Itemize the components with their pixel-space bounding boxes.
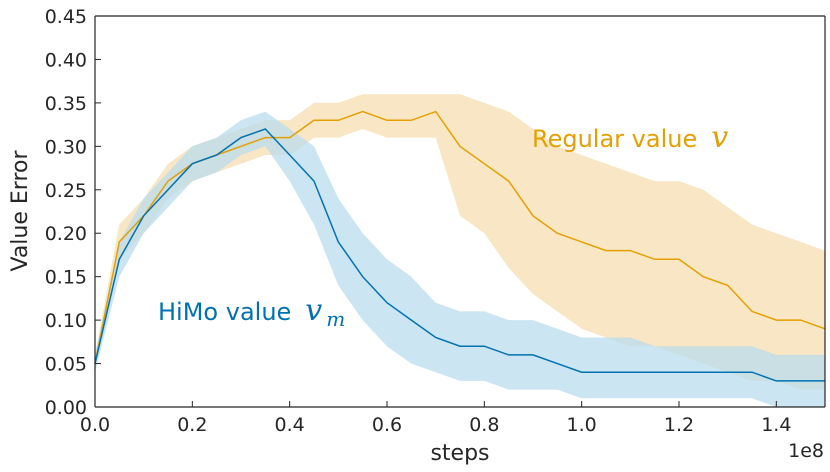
series-label-regular: Regular value v [532,120,728,155]
y-ticks: 0.00 0.05 0.10 0.15 0.20 0.25 0.30 0.35 0.40 0.45 [45,6,101,419]
series-label-himo-text: HiMo value [158,298,291,326]
x-axis-label: steps [430,441,489,466]
x-tick-label: 0.8 [469,414,499,436]
series-label-regular-text: Regular value [532,125,697,153]
plot-frame [94,15,826,408]
confidence-bands [95,94,825,407]
x-tick-label: 1.0 [567,414,597,436]
x-tick-label: 1.2 [664,414,694,436]
series-label-regular-symbol: v [711,120,728,155]
x-tick-label: 0.4 [275,414,305,436]
series-label-himo: HiMo value v m [158,293,345,331]
y-tick-label: 0.40 [45,49,87,71]
y-tick-label: 0.35 [45,93,87,115]
line-himo [94,128,825,382]
x-ticks: 0.0 0.2 0.4 0.6 0.8 1.0 1.2 1.4 [80,401,791,436]
x-tick-label: 0.2 [177,414,207,436]
x-tick-label: 0.6 [372,414,402,436]
x-tick-label: 1.4 [761,414,791,436]
series-lines [94,110,826,382]
band-regular [95,94,825,390]
svg-text:HiMo value v m: HiMo value v m [158,293,345,331]
y-tick-label: 0.05 [45,354,87,376]
series-label-himo-symbol: v [305,293,322,328]
band-himo [95,111,825,407]
x-tick-label: 0.0 [80,414,110,436]
y-tick-label: 0.25 [45,180,87,202]
series-label-himo-subscript: m [326,307,345,331]
y-axis-label: Value Error [8,150,33,272]
y-tick-label: 0.30 [45,136,87,158]
y-tick-label: 0.10 [45,310,87,332]
y-tick-label: 0.15 [45,267,87,289]
y-tick-label: 0.00 [45,397,87,419]
y-tick-label: 0.20 [45,223,87,245]
svg-text:Regular value v: Regular value v [532,120,728,155]
y-tick-label: 0.45 [45,6,87,28]
x-offset-label: 1e8 [788,440,824,462]
